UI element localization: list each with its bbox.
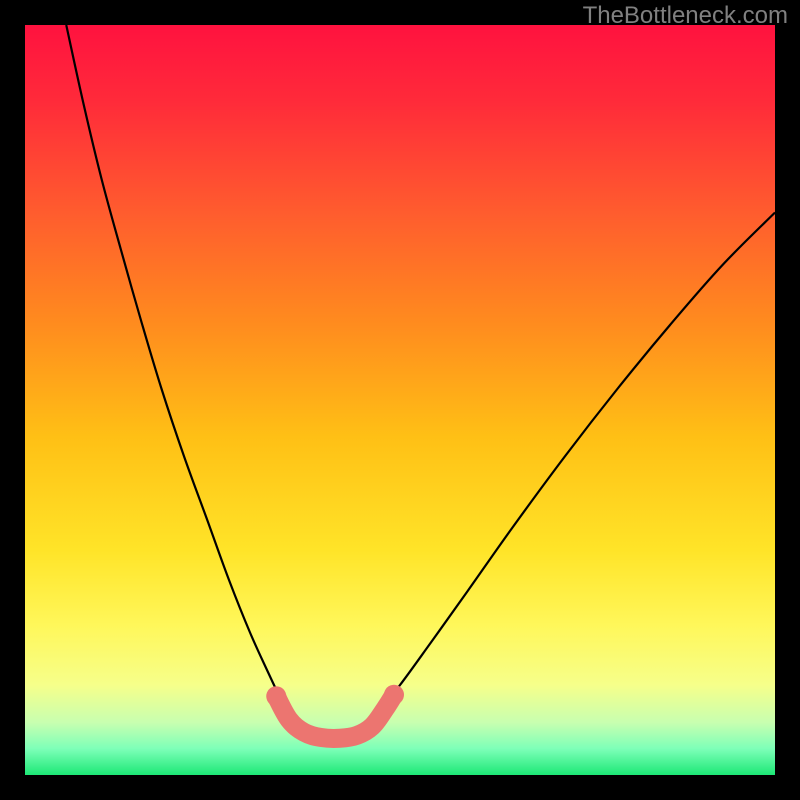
curve-left — [66, 25, 284, 708]
plot-area — [25, 25, 775, 775]
valley-path — [276, 695, 394, 739]
curve-right — [381, 213, 775, 708]
valley-end-dot — [384, 685, 404, 705]
canvas-root: TheBottleneck.com — [0, 0, 800, 800]
curves-layer — [25, 25, 775, 775]
watermark-text: TheBottleneck.com — [583, 2, 788, 30]
valley-end-dot — [266, 686, 286, 706]
